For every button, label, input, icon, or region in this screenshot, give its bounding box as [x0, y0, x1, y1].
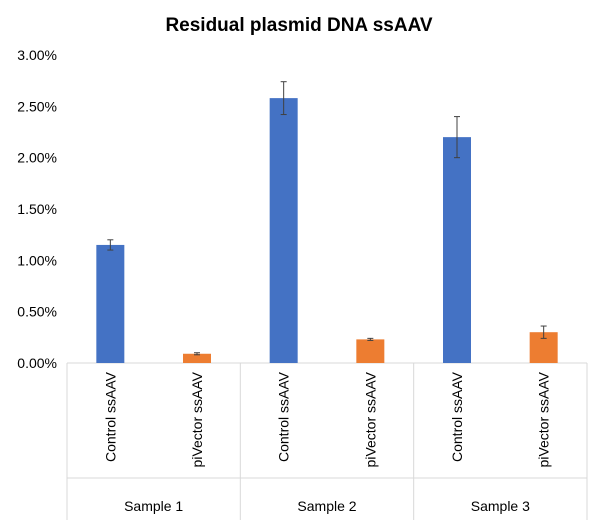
group-label: Sample 2 [297, 498, 356, 514]
category-label: Control ssAAV [276, 371, 292, 462]
group-label: Sample 1 [124, 498, 183, 514]
y-tick-label: 1.50% [17, 201, 57, 217]
error-bars [107, 81, 547, 356]
axes: 0.00% 0.50% 1.00% 1.50% 2.00% 2.50% 3.00% Sampl… [17, 47, 588, 520]
category-label: piVector ssAAV [189, 371, 205, 467]
category-label: piVector ssAAV [362, 371, 378, 467]
bar [269, 98, 298, 364]
category-label: Control ssAAV [102, 371, 118, 462]
group-label: Sample 3 [471, 498, 530, 514]
category-labels: Control ssAAV piVector ssAAV Control ssAAV… [102, 371, 551, 467]
category-label: Control ssAAV [449, 371, 465, 462]
bar [96, 244, 125, 363]
bars [96, 98, 558, 364]
bar [356, 339, 385, 363]
y-tick-label: 3.00% [17, 47, 57, 63]
bar [183, 353, 211, 363]
y-tick-label: 0.50% [17, 304, 57, 320]
y-tick-label: 2.50% [17, 98, 57, 114]
y-tick-label: 0.00% [17, 355, 57, 371]
y-tick-label: 2.00% [17, 150, 57, 166]
y-tick-label: 1.00% [17, 252, 57, 268]
category-label: piVector ssAAV [536, 371, 552, 467]
bar [443, 137, 471, 363]
chart-title: Residual plasmid DNA ssAAV [165, 15, 432, 36]
